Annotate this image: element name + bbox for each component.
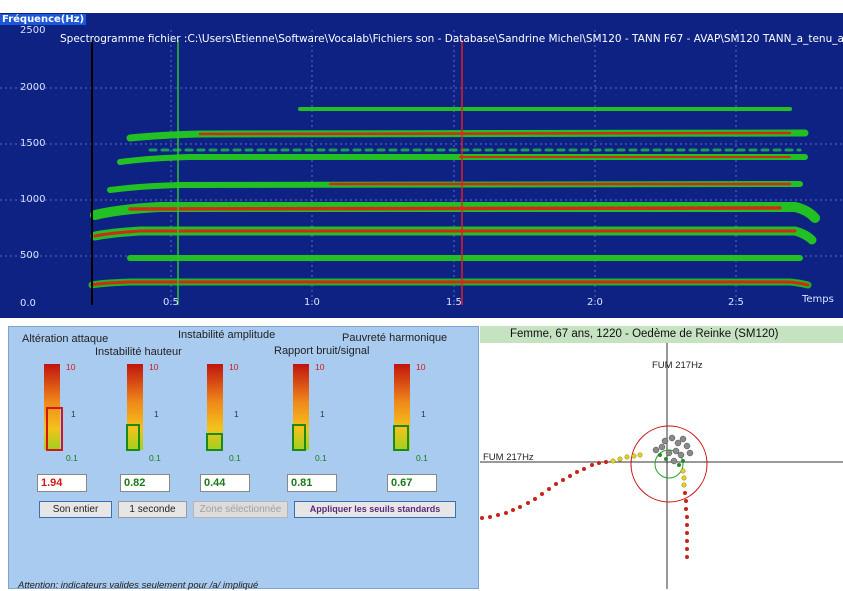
gauge-level-marker	[292, 424, 306, 451]
y-tick-label: 500	[20, 250, 40, 261]
gauge-top-label: 10	[315, 362, 325, 372]
gauge-level-marker	[126, 424, 140, 451]
x-tick-label: 0.5	[163, 297, 179, 308]
frequency-axis-label: Fréquence(Hz)	[0, 14, 87, 25]
gauge-mid-label: 1	[234, 409, 239, 419]
gauge-top-label: 10	[229, 362, 239, 372]
apply-thresholds-button[interactable]: Appliquer les seuils standards	[294, 501, 456, 518]
gauge-level-marker	[206, 433, 223, 451]
gauge-level-marker	[46, 407, 63, 451]
selected-zone-button[interactable]: Zone sélectionnée	[193, 501, 288, 518]
pitch-label: Instabilité hauteur	[95, 346, 182, 358]
gauge-mid-label: 1	[71, 409, 76, 419]
gauge-bottom-label: 0.1	[66, 453, 78, 463]
gauge-bottom-label: 0.1	[149, 453, 161, 463]
whole-sound-button[interactable]: Son entier	[39, 501, 112, 518]
patient-title-bar: Femme, 67 ans, 1220 - Oedème de Reinke (…	[480, 326, 843, 343]
gauge-top-label: 10	[149, 362, 159, 372]
fum-top-label: FUM 217Hz	[652, 360, 703, 371]
attack-value: 1.94	[37, 474, 87, 492]
fum-left-label: FUM 217Hz	[483, 452, 534, 463]
gauge-level-marker	[393, 425, 409, 451]
x-tick-label: 2.0	[587, 297, 603, 308]
gauge-bottom-label: 0.1	[315, 453, 327, 463]
y-tick-label: 1500	[20, 138, 46, 149]
gauge-mid-label: 1	[421, 409, 426, 419]
y-tick-label: 1000	[20, 194, 46, 205]
patient-title: Femme, 67 ans, 1220 - Oedème de Reinke (…	[510, 328, 779, 340]
y-tick-label: 2000	[20, 82, 46, 93]
voice-plot	[480, 343, 843, 589]
y-tick-label: 0.0	[20, 298, 36, 309]
noise-value: 0.81	[287, 474, 337, 492]
x-tick-label: 2.5	[728, 297, 744, 308]
x-tick-label: 1.0	[304, 297, 320, 308]
y-tick-label: 2500	[20, 25, 46, 36]
gauge-bottom-label: 0.1	[416, 453, 428, 463]
spectrogram-image	[0, 30, 843, 305]
trajectory-red-dots	[480, 460, 689, 559]
spectrogram-panel[interactable]: Fréquence(Hz) Spectrogramme fichier :C:\…	[0, 0, 843, 318]
harmonic-label: Pauvreté harmonique	[342, 332, 448, 344]
x-axis-label: Temps	[802, 294, 834, 305]
gauge-top-label: 10	[416, 362, 426, 372]
top-band	[0, 0, 843, 13]
gauge-top-label: 10	[66, 362, 76, 372]
separator	[0, 318, 843, 326]
x-tick-label: 1.5	[446, 297, 462, 308]
gauge-mid-label: 1	[154, 409, 159, 419]
noise-label: Rapport bruit/signal	[274, 345, 370, 357]
one-second-button[interactable]: 1 seconde	[118, 501, 187, 518]
gauge-bottom-label: 0.1	[229, 453, 241, 463]
amplitude-label: Instabilité amplitude	[178, 329, 276, 341]
attack-label: Altération attaque	[22, 333, 109, 345]
pitch-value: 0.82	[120, 474, 170, 492]
trajectory-cluster	[652, 434, 694, 465]
validity-note: Attention: indicateurs valides seulement…	[18, 580, 259, 591]
gauge-mid-label: 1	[320, 409, 325, 419]
spectrogram-title: Spectrogramme fichier :C:\Users\Etienne\…	[60, 33, 843, 45]
voice-plot-panel[interactable]	[480, 326, 843, 589]
trajectory-green-dots	[658, 453, 685, 467]
harmonic-value: 0.67	[387, 474, 437, 492]
trajectory-yellow-dots	[610, 452, 687, 488]
amplitude-value: 0.44	[200, 474, 250, 492]
